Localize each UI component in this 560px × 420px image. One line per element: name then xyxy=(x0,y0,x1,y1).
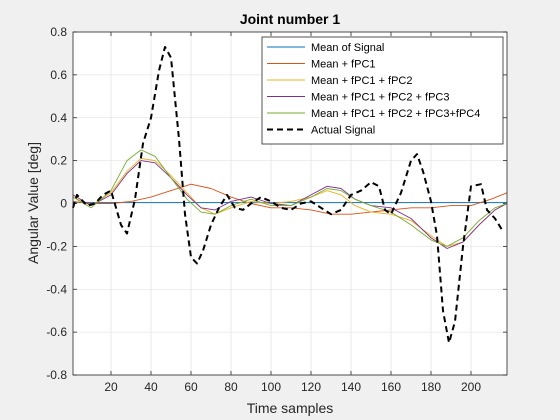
legend-entry: Mean of Signal xyxy=(311,42,384,54)
x-tick-label: 120 xyxy=(301,380,321,394)
legend-entry: Actual Signal xyxy=(311,125,375,137)
x-tick-label: 60 xyxy=(184,380,198,394)
legend: Mean of Signal Mean + fPC1 Mean + fPC1 + f… xyxy=(261,36,504,145)
series-line-mean-fpc1-fpc2 xyxy=(72,158,508,247)
y-tick-label: 0.2 xyxy=(50,154,67,168)
x-tick-label: 180 xyxy=(421,380,441,394)
legend-entry: Mean + fPC1 + fPC2 + fPC3+fPC4 xyxy=(311,108,480,120)
series-line-mean-fpc1-fpc2-fpc3-fpc4 xyxy=(72,149,508,247)
legend-entry: Mean + fPC1 + fPC2 + fPC3 xyxy=(311,92,450,104)
chart-title: Joint number 1 xyxy=(240,11,341,27)
legend-box xyxy=(261,36,504,145)
plot-frame xyxy=(72,31,508,376)
x-axis-label: Time samples xyxy=(247,400,334,416)
y-axis-label: Angular Value [deg] xyxy=(25,142,41,264)
y-tick-label: 0.6 xyxy=(50,68,67,82)
y-tick-label: 0.4 xyxy=(50,111,67,125)
y-tick-label: -0.4 xyxy=(46,282,67,296)
x-tick-label: 200 xyxy=(461,380,481,394)
y-tick-label: -0.6 xyxy=(46,325,67,339)
x-tick-labels: 20 40 60 80 100 120 140 160 180 200 xyxy=(104,380,481,394)
y-tick-label: -0.8 xyxy=(46,368,67,382)
y-tick-label: -0.2 xyxy=(46,239,67,253)
legend-entry: Mean + fPC1 xyxy=(311,59,376,71)
x-tick-label: 100 xyxy=(261,380,281,394)
legend-entry: Mean + fPC1 + fPC2 xyxy=(311,75,413,87)
y-tick-label: 0 xyxy=(60,197,67,211)
x-tick-label: 40 xyxy=(144,380,158,394)
y-tick-labels: -0.8 -0.6 -0.4 -0.2 0 0.2 0.4 0.6 0.8 xyxy=(46,25,67,382)
series-line-mean-fpc1 xyxy=(72,183,508,215)
y-tick-label: 0.8 xyxy=(50,25,67,39)
series-line-actual-signal xyxy=(72,46,504,344)
x-tick-label: 20 xyxy=(104,380,118,394)
x-tick-label: 80 xyxy=(224,380,238,394)
x-tick-label: 160 xyxy=(381,380,401,394)
series-layer xyxy=(72,46,508,344)
x-tick-label: 140 xyxy=(341,380,361,394)
